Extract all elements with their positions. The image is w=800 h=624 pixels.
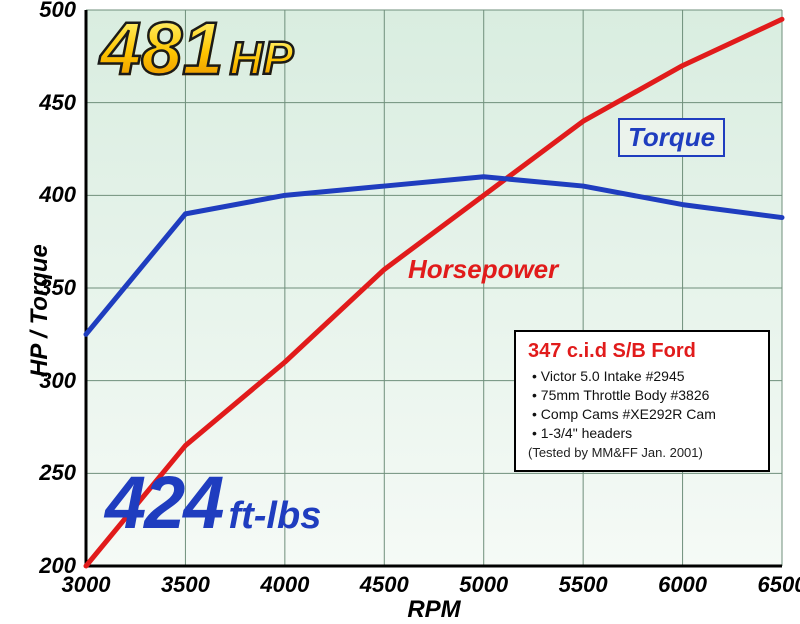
spec-infobox-tested: (Tested by MM&FF Jan. 2001) bbox=[528, 445, 756, 460]
spec-item: Comp Cams #XE292R Cam bbox=[532, 405, 756, 424]
spec-item: 1-3/4" headers bbox=[532, 424, 756, 443]
plot-area bbox=[86, 10, 782, 566]
dyno-chart: HP / Torque RPM 300035004000450050005500… bbox=[0, 0, 800, 614]
series-lines bbox=[86, 10, 782, 566]
x-tick: 4500 bbox=[360, 572, 409, 598]
x-tick: 6000 bbox=[658, 572, 707, 598]
x-tick: 6500 bbox=[758, 572, 800, 598]
spec-item: 75mm Throttle Body #3826 bbox=[532, 386, 756, 405]
x-axis-label: RPM bbox=[407, 596, 460, 624]
x-tick: 5500 bbox=[559, 572, 608, 598]
y-tick: 300 bbox=[39, 368, 76, 394]
y-tick: 400 bbox=[39, 182, 76, 208]
x-tick: 3500 bbox=[161, 572, 210, 598]
y-axis-label: HP / Torque bbox=[26, 244, 54, 377]
spec-infobox-title: 347 c.i.d S/B Ford bbox=[528, 340, 756, 363]
x-tick: 4000 bbox=[260, 572, 309, 598]
y-tick: 500 bbox=[39, 0, 76, 23]
y-tick: 200 bbox=[39, 553, 76, 579]
spec-item: Victor 5.0 Intake #2945 bbox=[532, 367, 756, 386]
y-tick: 350 bbox=[39, 275, 76, 301]
spec-infobox: 347 c.i.d S/B Ford Victor 5.0 Intake #29… bbox=[514, 330, 770, 472]
y-tick: 450 bbox=[39, 90, 76, 116]
spec-infobox-list: Victor 5.0 Intake #294575mm Throttle Bod… bbox=[528, 367, 756, 443]
y-tick: 250 bbox=[39, 460, 76, 486]
x-tick: 5000 bbox=[459, 572, 508, 598]
